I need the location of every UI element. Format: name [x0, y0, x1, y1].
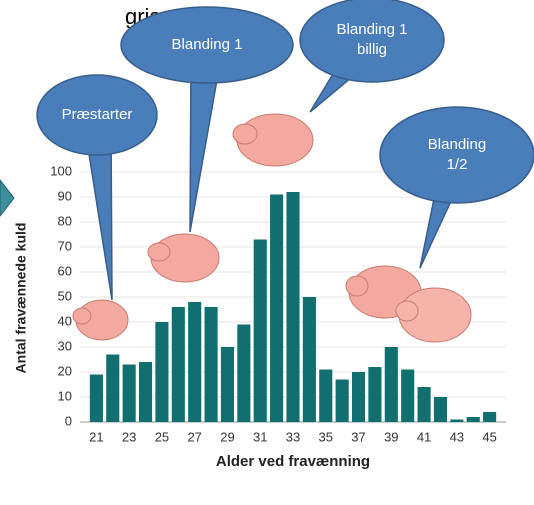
- bar: [204, 307, 218, 422]
- bar: [122, 364, 136, 422]
- x-tick-label: 23: [122, 429, 136, 444]
- bar: [466, 417, 480, 422]
- callout: Blanding 1/2: [379, 106, 534, 269]
- callout-text: Blanding 1: [172, 36, 243, 53]
- bar: [237, 324, 251, 422]
- y-tick-label: 100: [50, 163, 72, 178]
- x-tick-label: 39: [384, 429, 398, 444]
- bar: [171, 307, 185, 422]
- y-tick-label: 20: [58, 363, 72, 378]
- x-tick-label: 25: [155, 429, 169, 444]
- callout: Blanding 1 billig: [299, 0, 445, 113]
- y-tick-label: 30: [58, 338, 72, 353]
- bar: [483, 412, 497, 422]
- y-tick-label: 70: [58, 238, 72, 253]
- bar: [417, 387, 431, 422]
- y-tick-label: 10: [58, 388, 72, 403]
- y-tick-label: 90: [58, 188, 72, 203]
- pig-illustrations: [72, 113, 472, 343]
- callout: Blanding 1: [120, 6, 294, 233]
- x-tick-label: 27: [187, 429, 201, 444]
- bar: [384, 347, 398, 422]
- x-tick-label: 33: [286, 429, 300, 444]
- pig: [395, 287, 472, 343]
- bar: [106, 354, 120, 422]
- x-tick-label: 31: [253, 429, 267, 444]
- bar: [450, 419, 464, 422]
- x-tick-label: 41: [417, 429, 431, 444]
- bar: [319, 369, 333, 422]
- callout-cover: [122, 8, 292, 82]
- callout-cover: [301, 0, 443, 81]
- y-tick-label: 40: [58, 313, 72, 328]
- y-tick-label: 80: [58, 213, 72, 228]
- x-tick-label: 21: [89, 429, 103, 444]
- x-tick-label: 37: [351, 429, 365, 444]
- y-tick-label: 60: [58, 263, 72, 278]
- bar: [368, 367, 382, 422]
- bar: [89, 374, 103, 422]
- bar: [335, 379, 349, 422]
- bar: [253, 239, 267, 422]
- callout-text: Præstarter: [62, 106, 133, 123]
- y-tick-label: 0: [65, 413, 72, 428]
- bar: [220, 347, 235, 422]
- bar: [155, 322, 169, 422]
- bar: [270, 194, 284, 422]
- x-tick-label: 45: [482, 429, 496, 444]
- callout-text: billig: [357, 41, 387, 58]
- callout-text: 1/2: [447, 156, 468, 173]
- callout-text: Blanding 1: [337, 21, 408, 38]
- callout: Præstarter: [36, 74, 158, 301]
- x-axis-label: Alder ved fravænning: [216, 453, 370, 470]
- callout-text: Blanding: [428, 136, 486, 153]
- callout-cover: [38, 76, 156, 154]
- bar: [286, 192, 300, 422]
- y-axis-label: Antal fravænnede kuld: [13, 223, 29, 374]
- bar: [138, 362, 153, 422]
- bar: [302, 297, 316, 422]
- bar: [401, 369, 415, 422]
- bar: [433, 397, 448, 422]
- callout-cover: [381, 108, 533, 202]
- x-tick-label: 35: [319, 429, 333, 444]
- arrow-fragment: [0, 179, 15, 217]
- y-tick-label: 50: [58, 288, 72, 303]
- pig: [72, 299, 129, 341]
- bar: [351, 372, 366, 422]
- x-tick-label: 29: [220, 429, 234, 444]
- pig: [147, 233, 220, 283]
- pig: [232, 113, 314, 167]
- plot-area: 0 10 20 30 40 50 60 70 80 90 100 21 23 25 27 29 31 33 35 37…: [13, 163, 506, 470]
- x-tick-label: 43: [450, 429, 464, 444]
- bar: [188, 302, 202, 422]
